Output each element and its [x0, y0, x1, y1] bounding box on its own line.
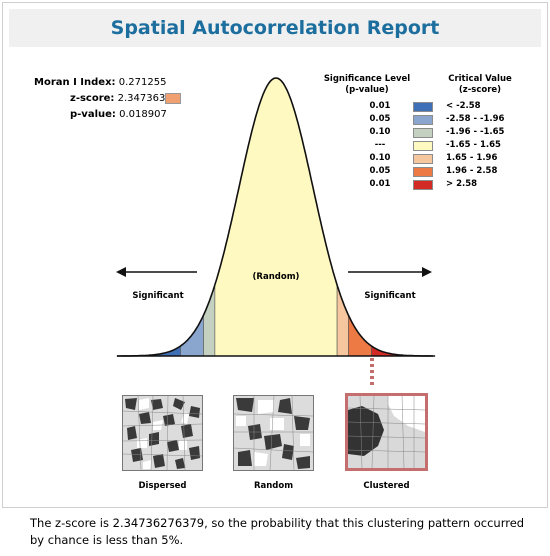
- legend-sig: 0.05: [369, 166, 391, 176]
- significant-left-label: Significant: [132, 291, 183, 301]
- clustered-label: Clustered: [363, 481, 410, 491]
- legend-swatch: [413, 167, 433, 177]
- legend-swatch: [413, 102, 433, 112]
- legend-cv: -2.58 - -1.96: [446, 114, 505, 124]
- clustered-pattern-map: [345, 393, 428, 471]
- legend-cv: -1.65 - 1.65: [446, 140, 501, 150]
- dispersed-label: Dispersed: [138, 481, 187, 491]
- random-region-label: (Random): [253, 272, 300, 282]
- legend-cv-header-line1: Critical Value: [448, 74, 512, 84]
- p-value-value: 0.018907: [119, 109, 167, 120]
- curve-region-fills: [116, 77, 436, 357]
- legend-cv-header: Critical Value (z-score): [440, 74, 520, 96]
- legend-cv: 1.96 - 2.58: [446, 166, 498, 176]
- moran-index-row: Moran I Index: 0.271255: [34, 77, 166, 88]
- legend-sig: ---: [374, 140, 386, 150]
- region-dispersed-010: [203, 284, 216, 357]
- legend-sig: 0.01: [369, 179, 391, 189]
- p-value-row: p-value: 0.018907: [70, 109, 167, 120]
- dispersed-pattern-map: [122, 395, 203, 471]
- z-score-label: z-score:: [70, 93, 115, 104]
- left-arrow-icon: [116, 267, 197, 277]
- region-clustered-010: [336, 284, 349, 357]
- legend-sig-header: Significance Level (p-value): [312, 74, 422, 96]
- dispersed-map-image: [123, 396, 202, 470]
- legend-sig: 0.01: [369, 101, 391, 111]
- moran-index-label: Moran I Index:: [34, 77, 116, 88]
- legend-swatch: [413, 128, 433, 138]
- significant-right-label: Significant: [364, 291, 415, 301]
- legend-cv: < -2.58: [446, 101, 481, 111]
- z-score-marker-swatch: [165, 93, 181, 104]
- right-arrow-icon: [348, 267, 432, 277]
- z-score-row: z-score: 2.347363: [70, 93, 165, 104]
- random-pattern-map: [233, 395, 314, 471]
- random-label: Random: [253, 481, 294, 491]
- moran-index-value: 0.271255: [118, 77, 167, 88]
- legend-cv: > 2.58: [446, 179, 478, 189]
- p-value-label: p-value:: [70, 109, 116, 120]
- legend-cv: 1.65 - 1.96: [446, 153, 498, 163]
- clustered-map-image: [348, 396, 425, 468]
- legend-sig-header-line2: (p-value): [345, 85, 389, 95]
- legend-sig: 0.10: [369, 153, 391, 163]
- legend-swatch: [413, 154, 433, 164]
- summary-text: The z-score is 2.34736276379, so the pro…: [30, 516, 525, 547]
- legend-sig: 0.10: [369, 127, 391, 137]
- legend-swatch: [413, 180, 433, 190]
- legend-swatch: [413, 115, 433, 125]
- legend-sig-header-line1: Significance Level: [323, 74, 411, 84]
- z-score-value: 2.347363: [117, 93, 166, 104]
- bell-curve-outline: [116, 77, 436, 357]
- report-title-bar: Spatial Autocorrelation Report: [9, 9, 541, 47]
- report-title: Spatial Autocorrelation Report: [110, 17, 440, 39]
- legend-cv: -1.96 - -1.65: [446, 127, 505, 137]
- legend-swatch: [413, 141, 433, 151]
- random-map-image: [234, 396, 313, 470]
- legend-sig: 0.05: [369, 114, 391, 124]
- legend-cv-header-line2: (z-score): [458, 85, 502, 95]
